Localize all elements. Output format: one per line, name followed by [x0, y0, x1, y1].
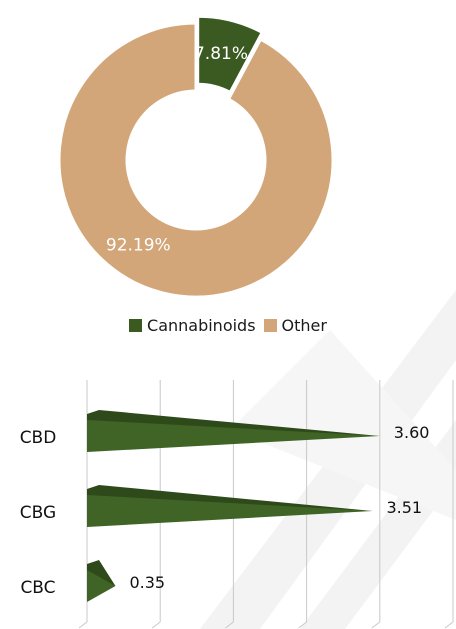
bar-cbc: [87, 560, 116, 602]
donut-slice-cannabinoids: [196, 14, 265, 95]
donut-legend: Cannabinoids Other: [0, 316, 456, 335]
donut-label-other: 92.19%: [106, 235, 171, 255]
donut-chart: 7.81% 92.19%: [57, 14, 335, 299]
legend-item-other: Other: [263, 316, 327, 335]
gridline-foot: [298, 621, 307, 629]
gridline-foot: [444, 621, 454, 629]
value-label-cbg: 3.51: [386, 498, 422, 517]
legend-swatch-cannabinoids: [129, 319, 143, 332]
legend-label-other: Other: [281, 316, 327, 335]
donut-slice-other: [57, 21, 335, 299]
value-label-cbc: 0.35: [129, 573, 165, 592]
value-label-cbd: 3.60: [394, 423, 430, 442]
category-label-cbg: CBG: [20, 503, 56, 523]
bar-cbd: [87, 410, 380, 452]
legend-label-cannabinoids: Cannabinoids: [147, 316, 256, 335]
legend-item-cannabinoids: Cannabinoids: [129, 316, 256, 335]
gridline-foot: [151, 621, 161, 629]
gridline-foot: [78, 621, 88, 629]
gridline-foot: [225, 621, 234, 629]
bar-cbg: [87, 485, 373, 527]
donut-label-cannabinoids: 7.81%: [194, 44, 248, 64]
category-label-cbd: CBD: [20, 428, 57, 448]
gridline-foot: [371, 621, 381, 629]
legend-swatch-other: [263, 319, 277, 332]
category-label-cbc: CBC: [20, 578, 55, 598]
bar-chart: CBD 3.60 CBG 3.51 CBC 0.35: [20, 380, 454, 629]
